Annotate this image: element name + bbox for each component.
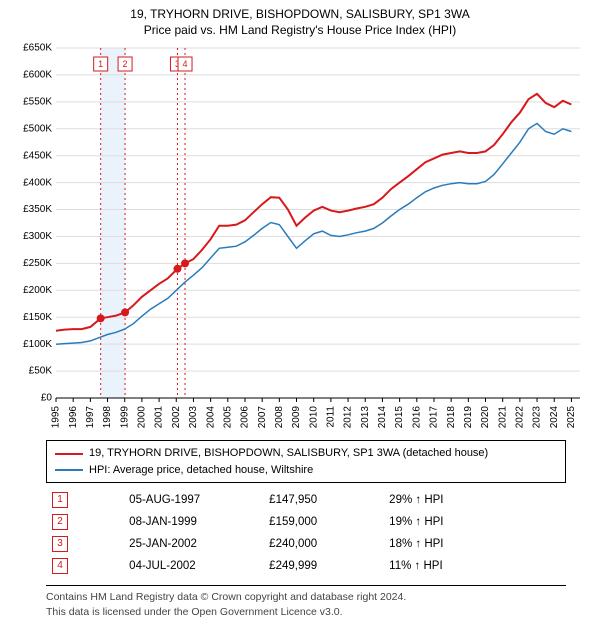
svg-text:£100K: £100K	[23, 339, 52, 350]
sale-number-box: 3	[52, 536, 68, 552]
chart-title-line2: Price paid vs. HM Land Registry's House …	[10, 22, 590, 38]
svg-text:2002: 2002	[171, 406, 182, 429]
svg-text:£0: £0	[41, 393, 53, 404]
svg-text:£450K: £450K	[23, 151, 52, 162]
svg-text:2018: 2018	[446, 406, 457, 429]
svg-text:2022: 2022	[515, 406, 526, 429]
svg-text:2013: 2013	[360, 406, 371, 429]
sale-delta: 18% ↑ HPI	[383, 533, 566, 555]
legend-row: 19, TRYHORN DRIVE, BISHOPDOWN, SALISBURY…	[55, 445, 557, 462]
svg-text:2004: 2004	[205, 406, 216, 429]
sale-price: £240,000	[263, 533, 383, 555]
svg-text:£300K: £300K	[23, 231, 52, 242]
svg-text:2016: 2016	[411, 406, 422, 429]
svg-text:2003: 2003	[188, 406, 199, 429]
legend-swatch	[55, 469, 83, 471]
svg-text:2021: 2021	[497, 406, 508, 429]
sale-number-box: 1	[52, 492, 68, 508]
svg-text:2025: 2025	[566, 406, 577, 429]
svg-text:£600K: £600K	[23, 70, 52, 81]
svg-text:2: 2	[123, 59, 128, 69]
footer-line2: This data is licensed under the Open Gov…	[46, 605, 566, 619]
svg-text:2009: 2009	[291, 406, 302, 429]
sales-row: 1 05-AUG-1997£147,95029% ↑ HPI	[46, 489, 566, 511]
svg-text:1: 1	[98, 59, 103, 69]
svg-text:2010: 2010	[308, 406, 319, 429]
svg-text:£550K: £550K	[23, 97, 52, 108]
svg-text:2007: 2007	[257, 406, 268, 429]
sales-row: 2 08-JAN-1999£159,00019% ↑ HPI	[46, 511, 566, 533]
svg-text:2023: 2023	[532, 406, 543, 429]
svg-text:2001: 2001	[154, 406, 165, 429]
svg-text:2015: 2015	[394, 406, 405, 429]
svg-text:2000: 2000	[137, 406, 148, 429]
chart-title-line1: 19, TRYHORN DRIVE, BISHOPDOWN, SALISBURY…	[10, 6, 590, 22]
svg-text:£150K: £150K	[23, 312, 52, 323]
svg-text:2014: 2014	[377, 406, 388, 429]
svg-text:2006: 2006	[240, 406, 251, 429]
svg-text:£250K: £250K	[23, 258, 52, 269]
sale-number-box: 2	[52, 514, 68, 530]
svg-text:2011: 2011	[326, 406, 337, 428]
svg-text:2008: 2008	[274, 406, 285, 429]
sales-table: 1 05-AUG-1997£147,95029% ↑ HPI 2 08-JAN-199…	[46, 489, 566, 577]
svg-text:2012: 2012	[343, 406, 354, 429]
attribution-footer: Contains HM Land Registry data © Crown c…	[46, 585, 566, 618]
svg-text:1996: 1996	[68, 406, 79, 429]
svg-text:4: 4	[183, 59, 188, 69]
sale-date: 08-JAN-1999	[123, 511, 263, 533]
svg-text:£200K: £200K	[23, 285, 52, 296]
sales-row: 3 25-JAN-2002£240,00018% ↑ HPI	[46, 533, 566, 555]
sale-date: 04-JUL-2002	[123, 555, 263, 577]
sale-delta: 29% ↑ HPI	[383, 489, 566, 511]
legend-swatch	[55, 453, 83, 455]
svg-text:2005: 2005	[222, 406, 233, 429]
svg-text:£650K: £650K	[23, 43, 52, 54]
svg-text:£50K: £50K	[29, 366, 53, 377]
sale-price: £249,999	[263, 555, 383, 577]
svg-text:2019: 2019	[463, 406, 474, 429]
svg-text:1998: 1998	[102, 406, 113, 429]
svg-text:2017: 2017	[429, 406, 440, 429]
svg-text:1999: 1999	[119, 406, 130, 429]
price-chart: £0 £50K £100K £150K £200K £250K £300K £350K £400…	[10, 42, 590, 432]
footer-line1: Contains HM Land Registry data © Crown c…	[46, 590, 566, 604]
svg-text:£500K: £500K	[23, 124, 52, 135]
sale-delta: 19% ↑ HPI	[383, 511, 566, 533]
sale-date: 25-JAN-2002	[123, 533, 263, 555]
svg-text:2020: 2020	[480, 406, 491, 429]
chart-title-block: 19, TRYHORN DRIVE, BISHOPDOWN, SALISBURY…	[10, 6, 590, 38]
legend-label: HPI: Average price, detached house, Wilt…	[89, 462, 313, 479]
sale-number-box: 4	[52, 558, 68, 574]
sale-price: £159,000	[263, 511, 383, 533]
svg-text:1997: 1997	[85, 406, 96, 429]
sale-date: 05-AUG-1997	[123, 489, 263, 511]
sale-price: £147,950	[263, 489, 383, 511]
legend: 19, TRYHORN DRIVE, BISHOPDOWN, SALISBURY…	[46, 440, 566, 483]
sales-row: 4 04-JUL-2002£249,99911% ↑ HPI	[46, 555, 566, 577]
legend-row: HPI: Average price, detached house, Wilt…	[55, 462, 557, 479]
svg-text:2024: 2024	[549, 406, 560, 429]
chart-svg: £0 £50K £100K £150K £200K £250K £300K £350K £400…	[10, 42, 590, 432]
sale-delta: 11% ↑ HPI	[383, 555, 566, 577]
svg-text:£350K: £350K	[23, 205, 52, 216]
svg-text:1995: 1995	[51, 406, 62, 429]
legend-label: 19, TRYHORN DRIVE, BISHOPDOWN, SALISBURY…	[89, 445, 488, 462]
svg-text:£400K: £400K	[23, 178, 52, 189]
